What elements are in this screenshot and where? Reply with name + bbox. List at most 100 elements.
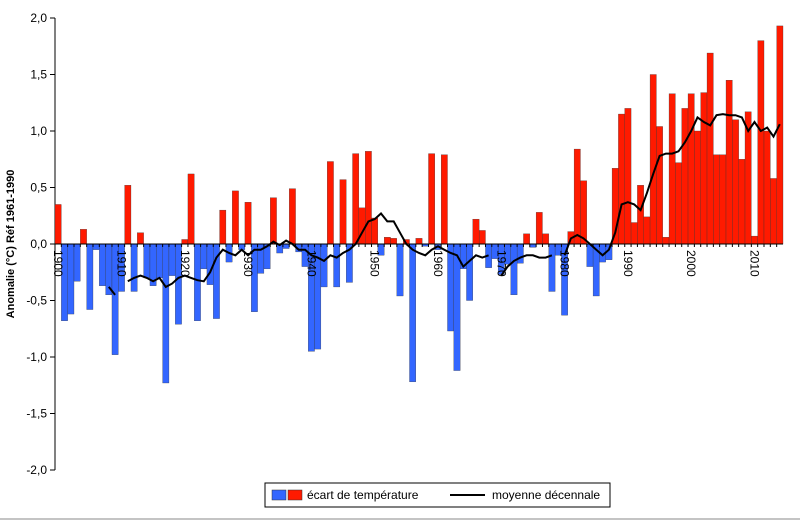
legend-label: écart de température <box>307 488 419 502</box>
y-tick-label: -1,5 <box>26 407 47 421</box>
bar <box>757 40 765 245</box>
x-tick-label: 1980 <box>558 250 572 277</box>
bar <box>92 243 100 250</box>
bar <box>542 233 549 245</box>
legend-label: moyenne décennale <box>492 488 600 502</box>
bar <box>219 209 227 245</box>
bar <box>390 238 397 245</box>
bar <box>124 185 132 245</box>
bar <box>776 25 784 245</box>
bar <box>643 216 651 245</box>
bar <box>516 243 524 264</box>
bar <box>232 190 239 245</box>
bar <box>713 154 720 245</box>
y-tick-label: -1,0 <box>26 350 47 364</box>
x-tick-label: 1920 <box>178 250 192 277</box>
bar <box>137 232 144 245</box>
bar <box>453 243 461 371</box>
bar <box>618 113 625 245</box>
bar <box>73 243 81 282</box>
y-tick-label: -2,0 <box>26 463 47 477</box>
y-tick-label: 1,5 <box>30 68 47 82</box>
x-tick-label: 1910 <box>114 250 128 277</box>
y-tick-label: -0,5 <box>26 294 47 308</box>
bar <box>428 153 435 245</box>
y-tick-label: 0,0 <box>30 237 47 251</box>
bar <box>548 243 556 292</box>
bar <box>472 218 480 245</box>
bar <box>447 243 454 332</box>
x-tick-label: 1970 <box>494 250 508 277</box>
bar <box>535 212 543 245</box>
bar <box>327 161 334 245</box>
bar <box>675 162 682 245</box>
y-tick-label: 2,0 <box>30 11 47 25</box>
x-tick-label: 1990 <box>621 250 635 277</box>
bar <box>206 243 214 285</box>
bar <box>339 179 347 245</box>
bar <box>384 237 391 245</box>
bar <box>586 243 594 267</box>
x-tick-label: 2000 <box>684 250 698 277</box>
bar <box>510 243 518 295</box>
bar <box>99 243 106 286</box>
legend-swatch <box>287 489 303 501</box>
legend-box <box>264 482 611 508</box>
bar <box>656 126 663 245</box>
y-tick-label: 1,0 <box>30 124 47 138</box>
bar <box>466 243 473 301</box>
bar <box>86 243 94 310</box>
bar <box>162 243 170 384</box>
x-tick-label: 1950 <box>368 250 382 277</box>
bar <box>624 108 632 245</box>
bar <box>365 151 372 245</box>
bar <box>67 243 75 315</box>
bar <box>706 52 714 245</box>
bar <box>687 93 695 245</box>
bar <box>371 217 379 245</box>
bar <box>409 243 416 383</box>
bar <box>668 93 676 245</box>
bar <box>662 237 670 245</box>
bar <box>630 222 638 245</box>
bar <box>333 243 341 288</box>
bar <box>725 80 733 245</box>
bar <box>289 188 296 245</box>
bar <box>694 130 701 245</box>
bar <box>573 148 581 245</box>
bar <box>352 153 360 245</box>
bar <box>770 178 777 245</box>
bar <box>637 185 644 245</box>
bar <box>194 243 201 321</box>
bar <box>187 173 195 245</box>
bar <box>143 243 151 279</box>
bar <box>80 229 87 245</box>
bar <box>523 233 530 245</box>
bar <box>54 204 62 245</box>
bar <box>396 243 404 297</box>
bar <box>156 243 163 279</box>
bar <box>719 154 727 245</box>
x-tick-label: 1940 <box>304 250 318 277</box>
bar <box>738 159 746 245</box>
bar <box>732 119 739 245</box>
x-tick-label: 1900 <box>51 250 65 277</box>
bar <box>681 108 689 245</box>
bar <box>700 92 708 245</box>
bar <box>282 243 290 249</box>
bar <box>441 154 448 245</box>
bar <box>320 243 328 288</box>
bar <box>181 239 189 245</box>
legend-swatch <box>271 489 287 501</box>
bar <box>200 243 208 270</box>
bar <box>529 243 537 248</box>
bar <box>580 180 587 245</box>
bar <box>751 235 758 245</box>
x-tick-label: 1960 <box>431 250 445 277</box>
bar <box>168 243 176 276</box>
x-tick-label: 2010 <box>748 250 762 277</box>
x-tick-label: 1930 <box>241 250 255 277</box>
bar <box>415 238 423 245</box>
bar <box>270 197 277 245</box>
